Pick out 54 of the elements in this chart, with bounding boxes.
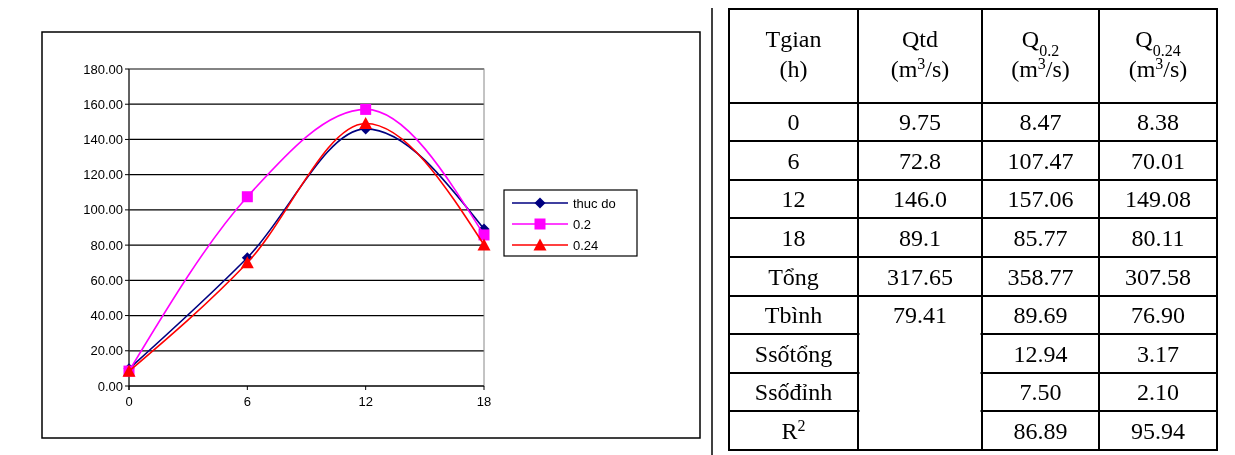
text: 107.47 <box>1007 147 1074 174</box>
text: 72.8 <box>899 147 941 174</box>
text: R$^{2}$ <box>781 416 806 444</box>
y-tick-label: 140.00 <box>83 131 123 147</box>
text: 12 <box>781 186 806 213</box>
text: 79.41 <box>893 302 947 329</box>
y-tick-label: 60.00 <box>90 272 123 288</box>
text: 89.69 <box>1013 302 1068 329</box>
text: 86.89 <box>1013 417 1068 444</box>
legend-label: 0.24 <box>573 237 599 253</box>
text: 307.58 <box>1125 263 1191 290</box>
y-tick-label: 0.00 <box>97 378 123 394</box>
legend-label: 0.2 <box>573 216 592 232</box>
text: 8.38 <box>1137 109 1179 136</box>
x-tick-label: 6 <box>243 394 251 409</box>
text: 8.47 <box>1019 109 1062 136</box>
text: Tổng <box>768 263 819 290</box>
text: 76.90 <box>1131 302 1185 329</box>
text: Tbình <box>764 302 823 329</box>
text: Q$_{0.24}$ (m$^{3}$/s) <box>1128 26 1188 82</box>
x-tick-label: 0 <box>125 394 133 409</box>
text: Ssốđỉnh <box>754 379 833 406</box>
text: 12.94 <box>1013 340 1068 367</box>
text: 85.77 <box>1013 224 1068 251</box>
text: 18 <box>781 224 806 251</box>
text: 2.10 <box>1137 379 1179 406</box>
y-tick-label: 120.00 <box>83 167 123 183</box>
x-tick-label: 12 <box>358 394 373 409</box>
text: Tgian (h) <box>765 26 822 82</box>
text: Qtd (m$^{3}$/s) <box>890 26 950 82</box>
text: 6 <box>787 147 800 174</box>
text: 70.01 <box>1131 147 1185 174</box>
text: Q$_{0.2}$ (m$^{3}$/s) <box>1011 26 1070 82</box>
y-tick-label: 180.00 <box>83 61 123 77</box>
y-tick-label: 100.00 <box>83 202 123 218</box>
text: 7.50 <box>1019 379 1062 406</box>
x-tick-label: 18 <box>476 394 492 409</box>
text: 149.08 <box>1125 186 1191 213</box>
text: Ssốtổng <box>754 340 833 367</box>
y-tick-label: 160.00 <box>83 96 123 112</box>
text: 9.75 <box>899 109 941 136</box>
text: 3.17 <box>1137 340 1179 367</box>
text: 157.06 <box>1007 186 1074 213</box>
text: 358.77 <box>1007 263 1074 290</box>
text: 146.0 <box>893 186 947 213</box>
legend-label: thuc do <box>573 195 616 211</box>
text: 80.11 <box>1131 224 1185 251</box>
y-tick-label: 40.00 <box>90 308 123 324</box>
text: 89.1 <box>899 224 941 251</box>
text: 95.94 <box>1131 417 1185 444</box>
text: 317.65 <box>887 263 953 290</box>
y-tick-label: 20.00 <box>90 343 123 359</box>
y-tick-label: 80.00 <box>90 237 123 253</box>
text: 0 <box>787 109 800 136</box>
